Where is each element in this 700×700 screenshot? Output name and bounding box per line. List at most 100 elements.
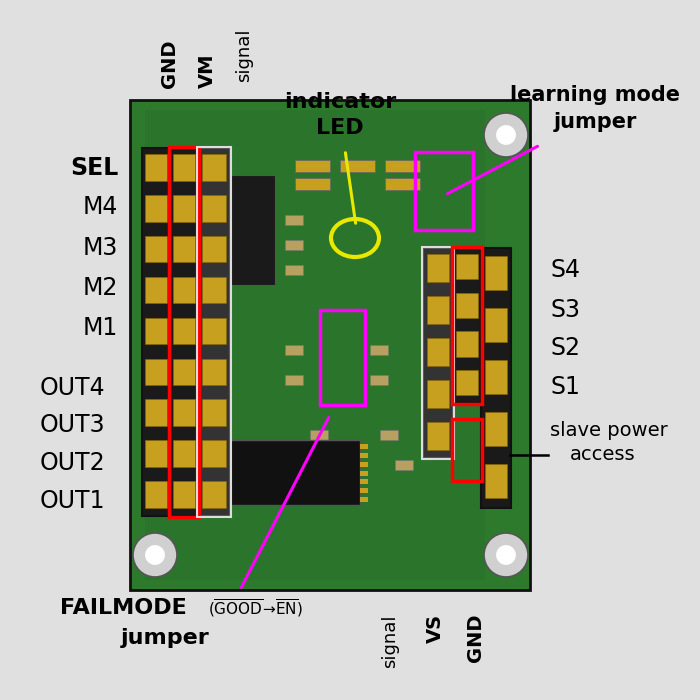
Bar [320,310,365,405]
Bar [222,470,230,475]
Circle shape [484,113,528,157]
Bar [174,195,195,222]
Bar [230,440,360,505]
Bar [170,148,198,516]
Bar [360,453,368,458]
Bar [456,293,477,318]
Bar [370,375,388,385]
Bar [142,148,170,516]
Bar [198,148,230,516]
Bar [484,308,508,342]
Text: VS: VS [426,614,444,643]
Bar [415,152,473,230]
Bar [174,154,195,181]
Bar [146,154,167,181]
Text: OUT4: OUT4 [39,376,105,400]
Bar [202,318,226,344]
Text: M3: M3 [83,236,118,260]
Bar [426,422,449,449]
Text: GND: GND [466,614,486,662]
Text: OUT3: OUT3 [39,413,105,437]
Bar [202,236,226,262]
Bar [285,345,303,355]
Bar [310,430,328,440]
Text: access: access [570,445,636,465]
Text: jumper: jumper [553,112,637,132]
Bar [360,497,368,502]
Bar [130,100,530,590]
Bar [146,195,167,222]
Text: VM: VM [197,53,216,88]
Bar [202,358,226,385]
Bar [484,412,508,446]
Text: M2: M2 [83,276,118,300]
Text: OUT1: OUT1 [39,489,105,513]
Bar [395,460,413,470]
Circle shape [133,533,177,577]
Bar [222,488,230,494]
Bar [174,400,195,426]
Text: ($\overline{\mathsf{GOOD}}\!\rightarrow\!\overline{\mathsf{EN}}$): ($\overline{\mathsf{GOOD}}\!\rightarrow\… [208,597,303,619]
Bar [222,444,230,449]
Bar [426,296,449,323]
Text: LED: LED [316,118,364,138]
Bar [452,419,482,481]
Bar [370,345,388,355]
Bar [174,236,195,262]
Bar [452,247,482,404]
Text: FAILMODE: FAILMODE [60,598,187,618]
Bar [222,480,230,484]
Bar [169,147,199,517]
Text: GND: GND [160,39,179,88]
Bar [174,276,195,303]
Bar [484,256,508,290]
Bar [146,400,167,426]
Bar [225,175,275,285]
Bar [174,318,195,344]
Bar [285,265,303,275]
Circle shape [496,125,516,145]
Bar [202,481,226,508]
Bar [422,247,454,459]
Text: slave power: slave power [550,421,668,440]
Bar [146,276,167,303]
Text: S3: S3 [550,298,580,322]
Bar [174,481,195,508]
Bar [360,462,368,467]
Bar [484,464,508,498]
Text: learning mode: learning mode [510,85,680,105]
Bar [146,318,167,344]
Bar [385,178,420,190]
Text: signal: signal [381,614,399,668]
Bar [146,481,167,508]
Text: jumper: jumper [120,628,209,648]
Bar [456,254,477,279]
Text: S1: S1 [550,375,580,399]
Bar [481,248,511,508]
Bar [146,440,167,467]
Bar [285,375,303,385]
Bar [202,154,226,181]
Bar [295,160,330,172]
Text: signal: signal [235,29,253,82]
Text: S4: S4 [550,258,580,282]
Circle shape [145,545,165,565]
Bar [310,450,328,460]
Bar [285,215,303,225]
Text: indicator: indicator [284,92,396,112]
Bar [202,195,226,222]
Bar [360,444,368,449]
Text: S2: S2 [550,336,580,360]
Bar [340,160,375,172]
Bar [285,240,303,250]
Bar [426,338,449,365]
Bar [202,440,226,467]
Bar [295,178,330,190]
Bar [174,358,195,385]
Bar [426,380,449,407]
Text: SEL: SEL [70,156,118,180]
Bar [222,497,230,502]
Bar [146,236,167,262]
Circle shape [496,545,516,565]
Bar [145,110,485,580]
